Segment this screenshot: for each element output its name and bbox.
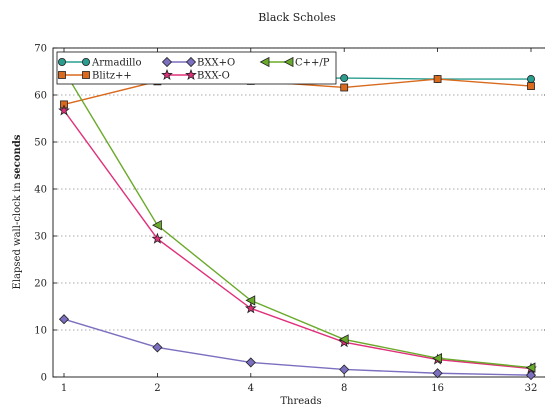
data-point [245,295,256,306]
series-line [63,110,532,370]
series-group [58,65,537,381]
legend-marker [185,56,197,68]
legend-marker [58,58,67,67]
data-point [338,334,349,345]
series-bxx-o [58,314,537,381]
y-axis: 0 10 20 30 40 50 60 70 [34,44,545,384]
chart-title: Black Scholes [258,11,336,24]
data-point [432,368,443,379]
data-point [527,75,536,84]
grid [53,47,545,331]
x-axis: 1 2 4 8 16 32 [61,48,538,394]
data-point [244,302,257,314]
x-tick-label: 32 [525,383,538,394]
x-tick-label: 16 [431,383,444,394]
legend-label: Blitz++ [92,71,132,82]
y-tick-label: 40 [34,185,47,196]
data-point [340,74,349,83]
legend-item: BXX-O [161,68,230,82]
data-point [340,83,349,92]
legend-marker [58,71,66,79]
series-c-p [58,65,536,373]
data-point [432,353,443,364]
legend-item: BXX+O [161,56,235,69]
x-tick-label: 2 [154,383,160,394]
x-axis-label: Threads [280,396,321,406]
data-point [151,232,164,244]
legend-box [56,51,337,85]
y-tick-label: 0 [41,373,47,384]
legend-marker [161,56,173,68]
y-tick-label: 30 [34,232,47,243]
y-tick-label: 70 [34,44,47,55]
legend-item: C++/P [259,56,330,69]
plot-frame [52,47,545,378]
legend-label: BXX+O [197,58,235,69]
data-point [245,357,256,368]
series-line [63,70,532,369]
y-axis-label-prefix: Elapsed wall-clock in [12,179,23,289]
y-axis-label-emphasis: seconds [12,134,23,179]
data-point [433,75,442,83]
series-line [63,318,532,376]
legend-item: Armadillo [58,58,141,69]
x-tick-label: 4 [248,383,254,394]
y-tick-label: 60 [34,91,47,102]
data-point [152,342,163,353]
legend-marker [82,71,90,79]
data-point [58,104,70,116]
legend-item: Blitz++ [58,71,132,82]
legend-label: Armadillo [91,58,141,69]
legend: Armadillo Blitz++ BXX+O BXX-O C++/P [56,51,337,85]
legend-marker [161,68,173,80]
data-point [527,82,535,90]
data-point [58,314,70,325]
x-tick-label: 1 [61,383,67,394]
y-tick-label: 50 [34,138,47,149]
x-tick-label: 8 [341,383,347,394]
y-tick-label: 10 [34,326,47,337]
y-axis-label: Elapsed wall-clock in seconds [12,134,23,289]
y-tick-label: 20 [34,279,47,290]
data-point [339,364,350,375]
legend-label: BXX-O [197,71,230,82]
series-bxx-o [58,104,537,374]
data-point [525,370,537,381]
legend-marker [283,56,294,68]
data-point [525,362,536,373]
legend-label: C++/P [295,58,330,69]
legend-marker [259,56,270,68]
legend-marker [82,58,91,67]
legend-marker [185,68,197,80]
data-point [152,220,162,231]
